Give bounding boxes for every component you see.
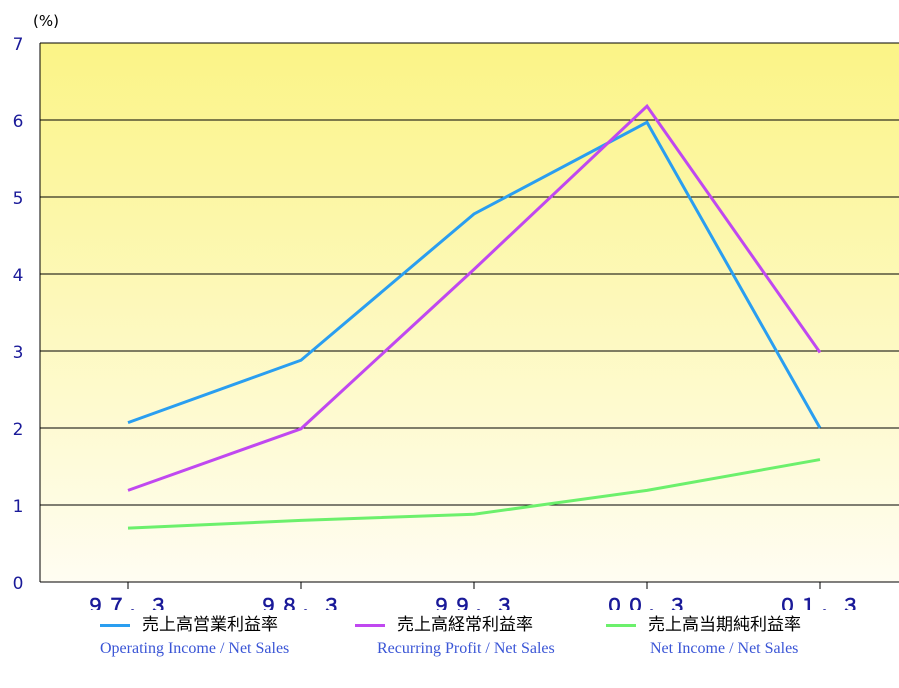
y-tick-label: 6 (13, 112, 24, 132)
y-axis-ticks: 0 1 2 3 4 5 6 7 (13, 35, 24, 594)
legend-swatch (355, 624, 385, 627)
legend-label-english: Operating Income / Net Sales (100, 640, 290, 657)
x-axis: ９７．３ ９８．３ ９９．３ ００．３ ０１．３ (39, 43, 862, 610)
legend-label-english: Net Income / Net Sales (650, 640, 799, 657)
line-chart: 0 1 2 3 4 5 6 7 (%) ９７．３ ９８．３ ９９．３ ００．３ ０１．３ (13, 12, 899, 610)
legend-label: 売上高当期純利益率 (648, 615, 801, 635)
legend-label: 売上高経常利益率 (397, 615, 533, 635)
legend-label-english: Recurring Profit / Net Sales (377, 640, 555, 657)
x-tick-label: ９９．３ (432, 595, 516, 610)
x-tick-label: ００．３ (605, 595, 689, 610)
series-lines (127, 103, 822, 530)
x-tick-label: ９７．３ (86, 595, 170, 610)
series-line-2 (127, 103, 822, 492)
series-line-1 (127, 120, 822, 429)
legend-label: 売上高営業利益率 (142, 615, 278, 635)
y-tick-label: 4 (13, 266, 24, 286)
legend-swatch (100, 624, 130, 627)
x-tick-label: ０１．３ (778, 595, 862, 610)
y-tick-label: 7 (13, 35, 24, 55)
y-tick-label: 3 (13, 343, 24, 363)
legend-swatch (606, 624, 636, 627)
plot-background (40, 43, 899, 582)
y-tick-label: 2 (13, 420, 24, 440)
y-tick-label: 0 (13, 574, 24, 594)
legend: 売上高営業利益率 Operating Income / Net Sales 売上… (0, 610, 899, 688)
series-line-3 (127, 458, 821, 530)
x-tick-label: ９８．３ (259, 595, 343, 610)
y-unit-label: (%) (33, 12, 59, 30)
y-tick-label: 1 (13, 497, 24, 517)
y-tick-label: 5 (13, 189, 24, 209)
